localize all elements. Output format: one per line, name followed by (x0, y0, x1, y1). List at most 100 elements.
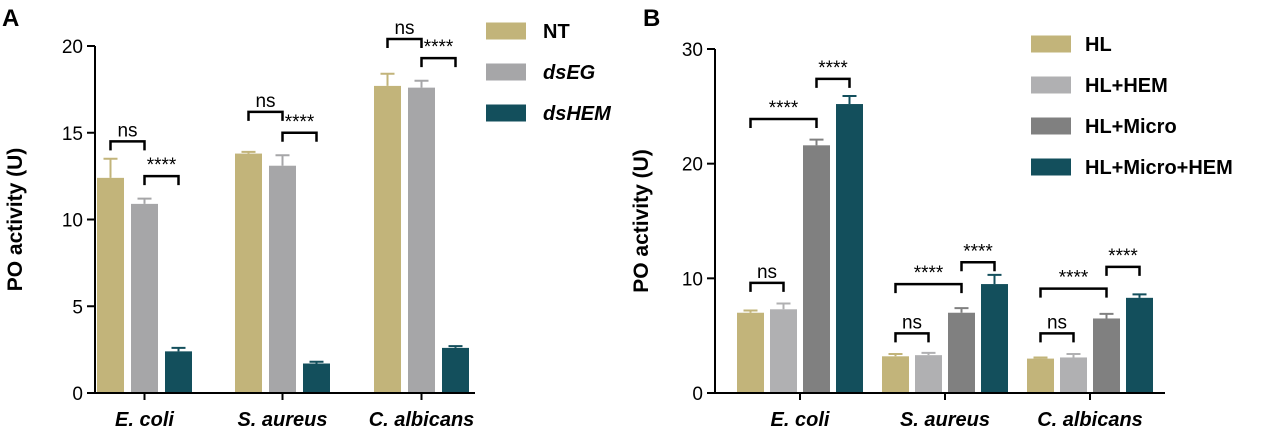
legend-swatch (1031, 35, 1071, 53)
significance-bracket (749, 117, 818, 128)
error-bar (1033, 356, 1048, 359)
error-bar (171, 346, 186, 352)
panel-label: B (643, 5, 660, 32)
legend-label: NT (543, 21, 570, 43)
bar-dshem-2 (442, 347, 469, 393)
x-category-label: C. albicans (1037, 409, 1143, 426)
significance-label: **** (1059, 268, 1089, 289)
error-bar (743, 309, 758, 313)
x-category-label: E. coli (771, 409, 830, 426)
legend-label: HL+Micro+HEM (1085, 157, 1233, 179)
error-bar (1099, 312, 1114, 319)
y-tick-label: 15 (62, 124, 83, 145)
significance-label: **** (963, 241, 993, 262)
significance-bracket (960, 261, 996, 272)
significance-bracket (1039, 287, 1108, 298)
bar-nt-1 (235, 153, 262, 393)
legend-label: dsHEM (543, 103, 612, 125)
bar-nt-0 (97, 177, 124, 393)
bar-hl-1 (882, 356, 909, 393)
significance-label: ns (1047, 312, 1067, 333)
legend-label: HL (1085, 34, 1112, 56)
significance-label: **** (147, 155, 177, 176)
significance-label: ns (117, 120, 137, 141)
error-bar (1066, 353, 1081, 358)
bar-hl-hem-2 (1060, 357, 1087, 393)
error-bar (776, 302, 791, 310)
bar-dshem-0 (165, 351, 192, 393)
bar-hl-micro-2 (1093, 318, 1120, 393)
significance-label: **** (769, 98, 799, 119)
bar-hl-micro-hem-0 (836, 104, 863, 393)
bar-hl-hem-1 (915, 355, 942, 393)
y-tick-label: 30 (682, 40, 703, 61)
significance-label: ns (394, 18, 414, 39)
bar-nt-2 (374, 85, 401, 393)
legend-label: dsEG (543, 62, 595, 84)
y-tick-label: 10 (62, 211, 83, 232)
bar-hl-0 (737, 312, 764, 393)
y-tick-label: 20 (682, 155, 703, 176)
legend-swatch (486, 104, 526, 122)
error-bar (888, 353, 903, 357)
x-category-label: E. coli (115, 409, 174, 426)
legend-label: HL+HEM (1085, 75, 1168, 97)
error-bar (414, 79, 429, 88)
error-bar (103, 157, 118, 178)
significance-label: **** (818, 58, 848, 79)
significance-bracket (815, 77, 851, 88)
y-tick-label: 10 (682, 269, 703, 290)
significance-bracket (1039, 332, 1075, 343)
error-bar (1132, 293, 1147, 298)
legend-swatch (486, 63, 526, 81)
error-bar (137, 197, 152, 204)
bar-dshem-1 (303, 363, 330, 393)
y-tick-label: 20 (62, 37, 83, 58)
significance-label: ns (255, 91, 275, 112)
significance-label: ns (757, 262, 777, 283)
y-tick-label: 0 (72, 384, 83, 405)
error-bar (309, 360, 324, 364)
significance-bracket (420, 56, 457, 68)
bar-dseg-1 (269, 165, 296, 393)
error-bar (987, 273, 1002, 285)
error-bar (809, 138, 824, 146)
significance-label: **** (424, 37, 454, 58)
x-category-label: S. aureus (900, 409, 990, 426)
error-bar (275, 154, 290, 166)
significance-bracket (894, 332, 930, 343)
panel-label: A (2, 5, 19, 32)
bar-hl-hem-0 (770, 309, 797, 393)
significance-label: ns (902, 312, 922, 333)
y-axis-title: PO activity (U) (630, 149, 653, 293)
significance-bracket (749, 281, 785, 292)
significance-bracket (1105, 265, 1141, 276)
legend-swatch (1031, 117, 1071, 135)
legend-swatch (1031, 158, 1071, 176)
bar-hl-micro-0 (803, 145, 830, 393)
legend-label: HL+Micro (1085, 116, 1177, 138)
significance-label: **** (1108, 246, 1138, 267)
significance-label: **** (914, 263, 944, 284)
significance-bracket (894, 282, 963, 294)
error-bar (380, 72, 395, 86)
significance-bracket (386, 37, 423, 49)
y-tick-label: 5 (72, 297, 83, 318)
significance-bracket (109, 140, 146, 151)
error-bar (842, 95, 857, 105)
legend-swatch (486, 22, 526, 40)
chart-panel-b: B PO activity (U) 0 10 20 30 E. coli S. aureus C… (630, 5, 1233, 426)
bar-dseg-0 (131, 203, 158, 393)
bar-hl-micro-1 (948, 312, 975, 393)
error-bar (954, 307, 969, 313)
bar-hl-2 (1027, 358, 1054, 393)
chart-panel-a: A PO activity (U) 0 5 10 15 20 E. coli S. aureus… (2, 5, 612, 426)
error-bar (921, 351, 936, 356)
significance-label: **** (285, 112, 315, 133)
y-axis-title: PO activity (U) (4, 148, 27, 292)
bar-dseg-2 (408, 87, 435, 393)
x-category-label: C. albicans (369, 409, 475, 426)
significance-bracket (247, 110, 284, 121)
error-bar (241, 150, 256, 154)
